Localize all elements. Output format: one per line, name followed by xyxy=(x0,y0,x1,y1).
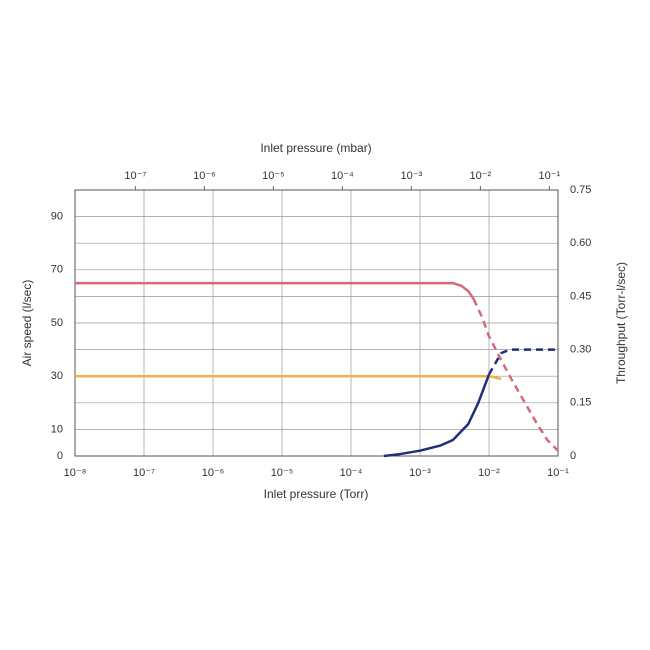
series-line xyxy=(75,281,475,300)
y-axis-title: Air speed (l/sec) xyxy=(20,280,34,367)
x-tick-label: 10⁻⁴ xyxy=(340,467,363,479)
x-axis-title: Inlet pressure (Torr) xyxy=(264,487,369,501)
x2-tick-label: 10⁻¹ xyxy=(539,170,561,182)
y-tick-label: 90 xyxy=(51,211,63,223)
y2-tick-label: 0.45 xyxy=(570,290,591,302)
x-tick-label: 10⁻¹ xyxy=(547,467,569,479)
y-tick-label: 70 xyxy=(51,264,63,276)
x2-tick-label: 10⁻³ xyxy=(401,170,423,182)
x-tick-label: 10⁻⁶ xyxy=(202,467,225,479)
x-tick-label: 10⁻² xyxy=(478,467,500,479)
x2-tick-label: 10⁻⁴ xyxy=(331,170,354,182)
y2-tick-label: 0.30 xyxy=(570,344,591,356)
x2-tick-label: 10⁻⁵ xyxy=(262,170,285,182)
series-line xyxy=(487,348,558,376)
x-tick-label: 10⁻⁷ xyxy=(133,467,155,479)
y2-tick-label: 0 xyxy=(570,450,576,462)
y2-tick-label: 0.75 xyxy=(570,184,591,196)
y-tick-label: 0 xyxy=(57,450,63,462)
y-tick-label: 50 xyxy=(51,317,63,329)
y2-axis-title: Throughput (Torr-l/sec) xyxy=(614,262,628,384)
y-tick-label: 30 xyxy=(51,370,63,382)
x-tick-label: 10⁻⁸ xyxy=(64,467,87,479)
series-line xyxy=(383,373,491,458)
x2-tick-label: 10⁻⁶ xyxy=(193,170,216,182)
y2-tick-label: 0.15 xyxy=(570,397,591,409)
y-tick-label: 10 xyxy=(51,423,63,435)
y2-tick-label: 0.60 xyxy=(570,237,591,249)
series-line xyxy=(75,374,502,381)
x2-axis-title: Inlet pressure (mbar) xyxy=(260,141,371,155)
x2-tick-label: 10⁻² xyxy=(470,170,492,182)
x-tick-label: 10⁻⁵ xyxy=(271,467,294,479)
x-tick-label: 10⁻³ xyxy=(409,467,431,479)
series-line xyxy=(472,298,559,452)
x2-tick-label: 10⁻⁷ xyxy=(124,170,146,182)
plot-frame xyxy=(74,189,559,457)
